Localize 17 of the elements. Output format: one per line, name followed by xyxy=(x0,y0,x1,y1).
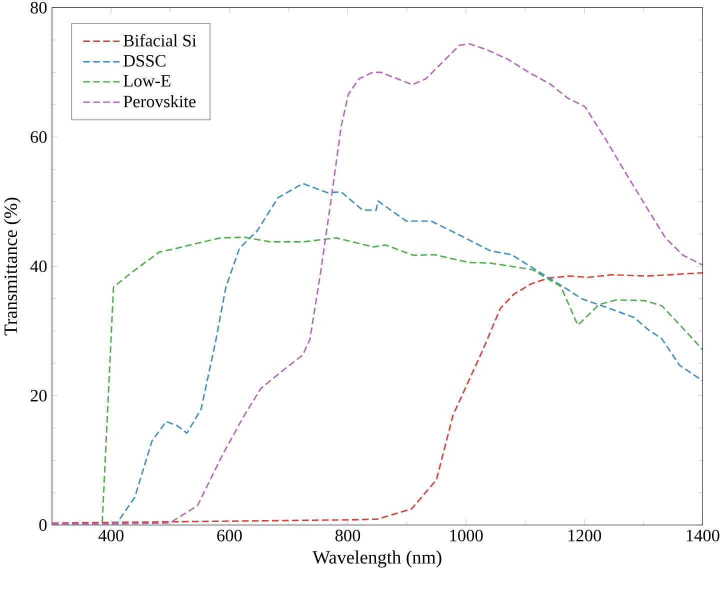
y-axis-title: Transmittance (%) xyxy=(4,198,21,336)
legend-label: DSSC xyxy=(124,55,166,67)
y-tick-label: 80 xyxy=(30,2,47,14)
x-tick-label: 600 xyxy=(217,530,242,542)
x-tick-label: 800 xyxy=(335,530,360,542)
x-tick-label: 1400 xyxy=(686,530,720,542)
legend-label: Low-E xyxy=(124,75,170,87)
legend-label: Perovskite xyxy=(124,95,196,108)
y-tick-label: 60 xyxy=(30,131,47,143)
y-tick-label: 40 xyxy=(30,260,47,272)
x-tick-label: 1200 xyxy=(568,530,602,542)
x-tick-label: 400 xyxy=(98,530,124,542)
y-tick-label: 0 xyxy=(39,519,47,531)
y-tick-label: 20 xyxy=(30,390,47,402)
x-tick-label: 1000 xyxy=(450,530,483,542)
legend-label: Bifacial Si xyxy=(124,34,196,46)
x-axis-title: Wavelength (nm) xyxy=(312,550,442,568)
